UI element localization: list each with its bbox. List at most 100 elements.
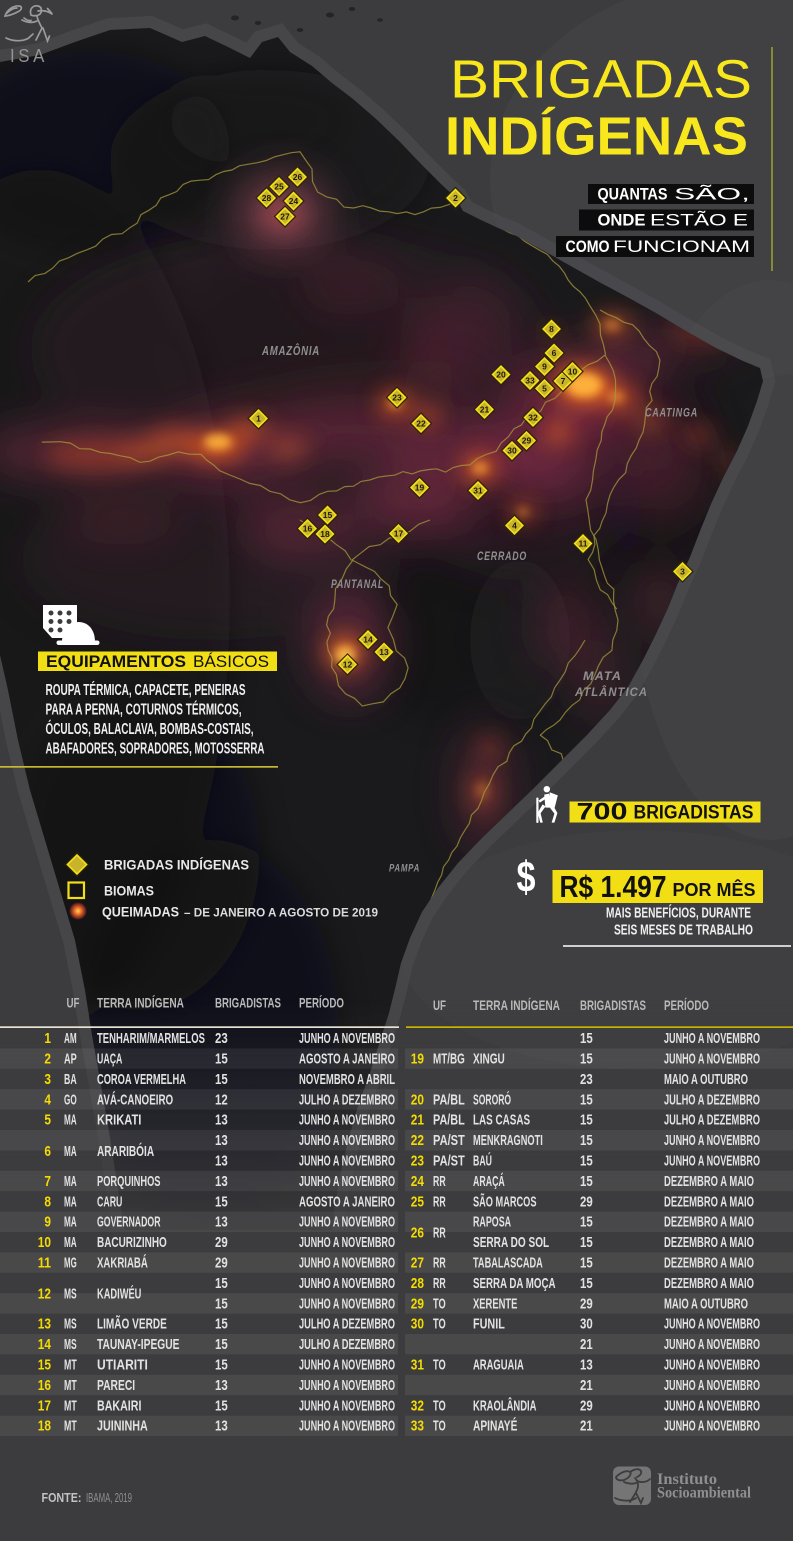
svg-text:XERENTE: XERENTE [473,1295,517,1312]
svg-text:SERRA DA MOÇA: SERRA DA MOÇA [473,1275,556,1292]
svg-text:19: 19 [411,1051,424,1068]
svg-text:JUNHO A NOVEMBRO: JUNHO A NOVEMBRO [299,1132,395,1149]
svg-text:KADIWÉU: KADIWÉU [97,1286,141,1303]
svg-text:NOVEMBRO A ABRIL: NOVEMBRO A ABRIL [299,1071,395,1088]
svg-text:QUEIMADAS: QUEIMADAS [102,905,179,920]
svg-text:2: 2 [453,193,458,203]
svg-text:17: 17 [38,1397,51,1414]
svg-text:UF: UF [67,995,80,1011]
svg-text:TO: TO [433,1357,446,1374]
svg-text:29: 29 [522,436,532,446]
svg-text:15: 15 [215,1193,228,1210]
svg-text:ONDE: ONDE [598,212,646,230]
svg-text:15: 15 [580,1132,593,1149]
svg-text:FUNCIONAM: FUNCIONAM [613,238,750,256]
svg-text:TERRA INDÍGENA: TERRA INDÍGENA [473,997,560,1013]
svg-text:MT/BG: MT/BG [433,1051,465,1068]
svg-text:7: 7 [44,1173,51,1190]
svg-text:1: 1 [256,414,261,424]
svg-text:CAATINGA: CAATINGA [645,408,698,420]
svg-text:JUININHA: JUININHA [97,1418,148,1435]
svg-text:9: 9 [542,362,547,372]
svg-text:6: 6 [552,348,557,358]
svg-text:DEZEMBRO A MAIO: DEZEMBRO A MAIO [664,1173,754,1190]
svg-text:TERRA INDÍGENA: TERRA INDÍGENA [97,995,184,1011]
svg-text:SEIS MESES DE TRABALHO: SEIS MESES DE TRABALHO [614,923,753,939]
svg-text:BACURIZINHO: BACURIZINHO [97,1234,167,1251]
svg-text:BAÚ: BAÚ [473,1152,492,1170]
svg-text:JUNHO A NOVEMBRO: JUNHO A NOVEMBRO [299,1418,395,1435]
svg-text:MT: MT [64,1418,77,1435]
svg-text:13: 13 [215,1173,228,1190]
svg-text:JULHO A DEZEMBRO: JULHO A DEZEMBRO [299,1316,395,1333]
svg-text:BRIGADISTAS: BRIGADISTAS [215,995,281,1011]
svg-text:GO: GO [64,1091,77,1108]
svg-text:JUNHO A NOVEMBRO: JUNHO A NOVEMBRO [664,1397,760,1414]
svg-text:JUNHO A NOVEMBRO: JUNHO A NOVEMBRO [664,1051,760,1068]
svg-text:15: 15 [580,1173,593,1190]
svg-text:RR: RR [433,1193,446,1210]
svg-text:SERRA DO SOL: SERRA DO SOL [473,1234,549,1251]
svg-text:13: 13 [215,1112,228,1129]
svg-text:DEZEMBRO A MAIO: DEZEMBRO A MAIO [664,1255,754,1272]
svg-text:PA/BL: PA/BL [433,1091,465,1108]
svg-text:TENHARIM/MARMELOS: TENHARIM/MARMELOS [97,1030,205,1047]
svg-text:PERÍODO: PERÍODO [299,995,344,1011]
svg-text:JUNHO A NOVEMBRO: JUNHO A NOVEMBRO [299,1397,395,1414]
svg-text:MS: MS [64,1316,77,1333]
svg-text:UAÇA: UAÇA [97,1051,122,1068]
svg-text:SÃO MARCOS: SÃO MARCOS [473,1192,537,1210]
svg-text:Instituto: Instituto [657,1471,717,1488]
svg-text:ABAFADORES, SOPRADORES, MOTOSS: ABAFADORES, SOPRADORES, MOTOSSERRA [46,741,265,758]
svg-text:AVÁ-CANOEIRO: AVÁ-CANOEIRO [97,1091,173,1108]
svg-text:23: 23 [580,1071,593,1088]
svg-text:10: 10 [38,1234,51,1251]
svg-text:21: 21 [580,1418,593,1435]
svg-text:MAIO A OUTUBRO: MAIO A OUTUBRO [664,1071,748,1088]
svg-text:12: 12 [343,660,353,670]
svg-text:15: 15 [580,1051,593,1068]
svg-text:PA/ST: PA/ST [433,1132,465,1149]
svg-text:5: 5 [542,384,547,394]
svg-text:PAMPA: PAMPA [389,863,420,875]
svg-text:KRIKATI: KRIKATI [97,1112,141,1129]
svg-text:8: 8 [549,324,554,334]
svg-text:15: 15 [580,1030,593,1047]
svg-text:13: 13 [215,1377,228,1394]
svg-text:29: 29 [215,1255,228,1272]
svg-text:ARARIBÓIA: ARARIBÓIA [97,1142,154,1160]
svg-text:UF: UF [433,997,446,1013]
svg-text:16: 16 [303,524,313,534]
svg-text:MT: MT [64,1377,77,1394]
svg-text:JUNHO A NOVEMBRO: JUNHO A NOVEMBRO [299,1173,395,1190]
svg-text:15: 15 [215,1336,228,1353]
svg-text:POR MÊS: POR MÊS [673,879,756,900]
svg-text:LAS CASAS: LAS CASAS [473,1112,530,1129]
svg-text:MT: MT [64,1357,77,1374]
svg-text:29: 29 [580,1295,593,1312]
svg-text:JUNHO A NOVEMBRO: JUNHO A NOVEMBRO [299,1030,395,1047]
svg-text:JULHO A DEZEMBRO: JULHO A DEZEMBRO [299,1336,395,1353]
svg-text:15: 15 [215,1357,228,1374]
svg-text:PORQUINHOS: PORQUINHOS [97,1173,161,1190]
svg-text:28: 28 [262,193,272,203]
svg-text:AGOSTO A JANEIRO: AGOSTO A JANEIRO [299,1193,395,1210]
svg-text:TABALASCADA: TABALASCADA [473,1255,543,1272]
svg-text:23: 23 [392,393,402,403]
svg-text:13: 13 [379,647,389,657]
svg-text:9: 9 [44,1214,51,1231]
svg-text:1: 1 [44,1030,51,1047]
svg-text:ESTÃO E: ESTÃO E [650,210,748,230]
svg-text:15: 15 [215,1071,228,1088]
svg-text:MS: MS [64,1286,77,1303]
svg-text:3: 3 [680,567,685,577]
svg-text:MAIS BENEFÍCIOS, DURANTE: MAIS BENEFÍCIOS, DURANTE [606,905,751,922]
svg-text:JUNHO A NOVEMBRO: JUNHO A NOVEMBRO [664,1132,760,1149]
svg-text:ARAGUAIA: ARAGUAIA [473,1357,524,1374]
svg-text:APINAYÉ: APINAYÉ [473,1418,517,1435]
svg-text:MA: MA [64,1193,77,1210]
svg-text:DEZEMBRO A MAIO: DEZEMBRO A MAIO [664,1275,754,1292]
svg-text:6: 6 [44,1143,51,1160]
svg-text:LIMÃO VERDE: LIMÃO VERDE [97,1315,167,1333]
svg-text:27: 27 [280,212,290,222]
